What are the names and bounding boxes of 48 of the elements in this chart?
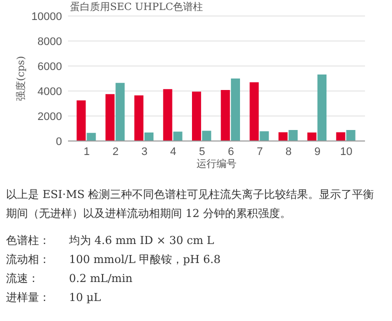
bar — [230, 78, 240, 141]
x-tick-label: 6 — [228, 146, 234, 158]
bar — [173, 132, 182, 141]
bar — [288, 130, 298, 141]
text: 流速： — [6, 271, 40, 287]
y-tick-label: 10000 — [31, 10, 62, 23]
bar — [202, 130, 212, 141]
text: 均为 4.6 mm ID × 30 cm L — [69, 233, 214, 249]
bar — [192, 92, 202, 141]
y-tick-label: 2000 — [38, 110, 62, 123]
bar — [144, 132, 154, 141]
bar — [346, 130, 356, 141]
bar — [250, 82, 259, 141]
x-tick-label: 10 — [340, 146, 352, 158]
x-tick-label: 1 — [84, 146, 90, 158]
x-tick-label: 2 — [112, 146, 119, 158]
x-axis-title: 运行编号 — [196, 158, 236, 170]
text: 10 µL — [69, 290, 101, 306]
x-tick-label: 9 — [314, 146, 320, 158]
text: 100 mmol/L 甲酸铵，pH 6.8 — [69, 252, 221, 268]
y-tick-label: 4000 — [38, 86, 62, 98]
text: 0.2 mL/min — [69, 271, 132, 287]
bar — [317, 74, 327, 141]
bar — [134, 95, 144, 141]
y-tick-label: 8000 — [38, 36, 62, 48]
bar — [220, 90, 230, 141]
bar — [307, 132, 316, 141]
bar — [116, 82, 125, 141]
bar — [105, 94, 115, 141]
x-tick-label: 7 — [256, 146, 263, 158]
text: 以上是 ESI·MS 检测三种不同色谱柱可见柱流失离子比较结果。显示了平衡期间（无进样）以及进样流动相期间 12 分钟的累积强度。 — [6, 187, 376, 222]
bar — [76, 100, 86, 141]
bar — [260, 131, 269, 141]
text: 进样量： — [6, 290, 51, 306]
chart-title: 蛋白质用SEC UHPLC色谱柱 — [70, 1, 204, 13]
bar — [278, 132, 288, 141]
y-axis-title: 强度(cps) — [15, 56, 27, 101]
bar — [163, 89, 172, 141]
y-tick-label: 6000 — [38, 60, 62, 73]
bar — [86, 132, 96, 141]
y-tick-label: 0 — [56, 136, 62, 148]
x-tick-label: 8 — [286, 146, 292, 158]
x-tick-label: 5 — [199, 146, 206, 158]
bar — [336, 132, 346, 141]
x-tick-label: 4 — [170, 146, 176, 158]
text: 色谱柱： — [6, 233, 51, 249]
x-tick-label: 3 — [141, 146, 148, 158]
text: 流动相： — [6, 252, 51, 268]
